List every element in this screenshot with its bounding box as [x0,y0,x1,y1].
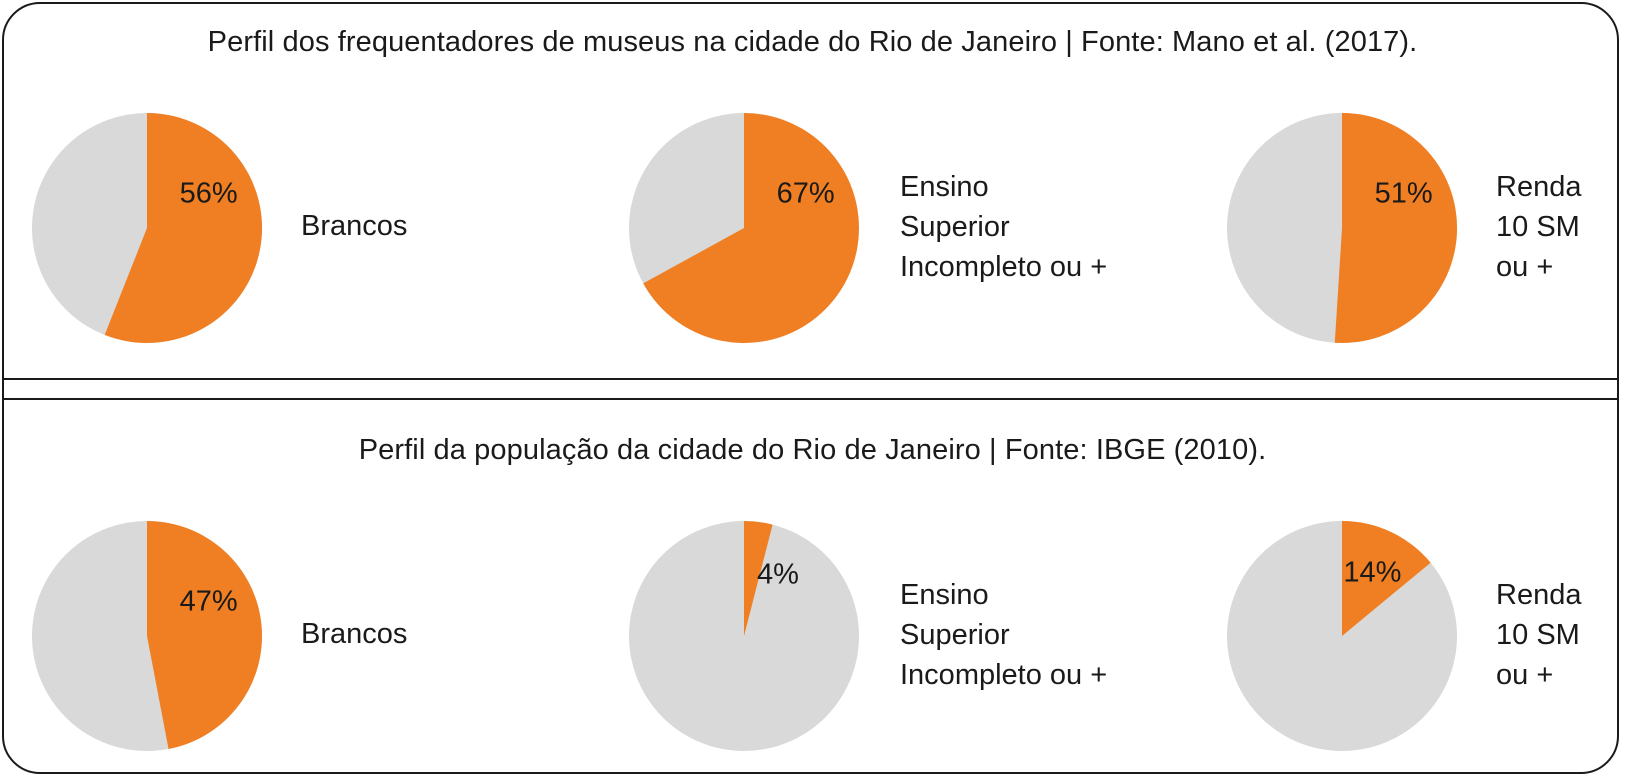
caption-line: 10 SM [1496,619,1580,651]
pie-caption: Ensino Superior Incompleto ou + [900,167,1107,287]
pie-value-label: 4% [757,558,799,590]
panel-title-city-population: Perfil da população da cidade do Rio de … [358,434,1267,466]
pie-chart: 56% [32,113,263,343]
pie-caption: Brancos [301,206,407,246]
pie-caption: Renda 10 SM ou + [1496,167,1581,287]
pie-chart: 67% [629,113,859,343]
pie-value-label: 51% [1375,177,1433,209]
caption-line: Renda [1496,171,1582,203]
pie-value-label: 47% [180,585,238,617]
pie-value-label: 56% [180,177,238,209]
pie-chart: 4% [629,521,859,751]
panel-divider-lower [2,398,1619,400]
pie-chart: 51% [1227,112,1458,343]
caption-line: Renda [1496,579,1582,611]
pie-slice-highlight [1342,521,1431,636]
pie-chart: 47% [32,521,262,751]
caption-line: Superior [900,211,1010,243]
pie-caption: Brancos [301,614,407,654]
caption-line: 10 SM [1496,211,1580,243]
caption-line: Brancos [301,210,408,242]
pie-caption: Ensino Superior Incompleto ou + [900,575,1107,695]
pie-value-label: 14% [1343,557,1401,589]
caption-line: Brancos [301,618,408,650]
pie-slice-highlight [744,521,773,636]
pie-value-label: 67% [777,177,835,209]
pie-slice-highlight [104,113,263,343]
caption-line: Superior [900,619,1010,651]
pie-slice-highlight [1334,112,1458,343]
pie-slice-highlight [643,113,859,343]
caption-line: ou + [1496,251,1554,283]
caption-line: Incompleto ou + [900,251,1108,283]
caption-line: Ensino [900,171,989,203]
caption-line: Incompleto ou + [900,659,1108,691]
caption-line: ou + [1496,659,1554,691]
panel-title-museum-visitors: Perfil dos frequentadores de museus na c… [207,26,1418,58]
pie-chart: 14% [1227,521,1457,751]
pie-caption: Renda 10 SM ou + [1496,575,1581,695]
caption-line: Ensino [900,579,989,611]
panel-divider-upper [2,378,1619,380]
pie-slice-highlight [147,521,262,749]
